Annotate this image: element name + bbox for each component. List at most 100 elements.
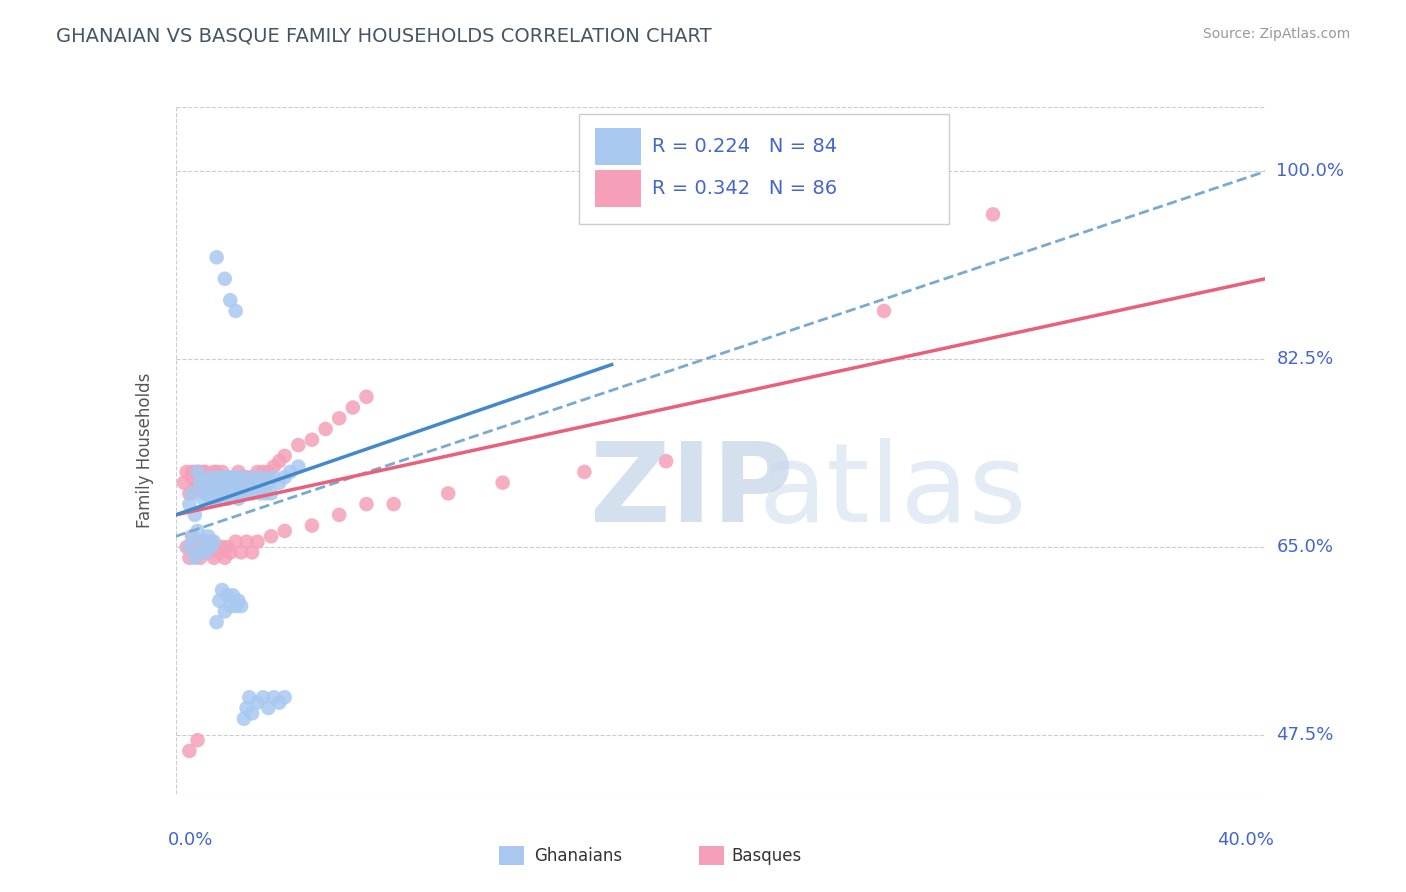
Point [186,524,209,538]
Point [197,470,219,484]
Point [231,475,253,490]
Point [179,497,201,511]
Point [228,470,250,484]
Point [260,486,283,500]
Point [260,529,283,543]
Point [205,540,228,554]
Point [246,465,269,479]
Point [200,475,222,490]
Point [235,701,257,715]
Point [211,491,233,506]
Point [208,475,231,490]
Point [269,454,291,468]
Point [202,486,225,500]
Point [225,534,247,549]
Text: 0.0%: 0.0% [167,831,212,849]
Point [235,470,257,484]
Point [186,465,209,479]
Point [225,304,247,318]
Text: R = 0.342   N = 86: R = 0.342 N = 86 [652,178,837,198]
Text: 100.0%: 100.0% [1277,162,1344,180]
Point [202,534,225,549]
Point [225,486,247,500]
Point [222,486,245,500]
Text: Ghanaians: Ghanaians [534,847,623,865]
Point [186,534,209,549]
Point [225,599,247,613]
Point [228,465,250,479]
Point [492,475,515,490]
Point [186,465,209,479]
Point [328,508,350,522]
Point [176,540,198,554]
Point [200,491,222,506]
Point [257,701,280,715]
Text: 47.5%: 47.5% [1277,726,1334,744]
Point [181,465,204,479]
Point [184,508,207,522]
Point [208,593,231,607]
Point [202,481,225,495]
Point [179,486,201,500]
Point [301,433,323,447]
Point [269,475,291,490]
Text: Basques: Basques [731,847,801,865]
Point [219,475,242,490]
Point [232,712,254,726]
Point [246,475,269,490]
Point [246,696,269,710]
Point [197,475,219,490]
Point [214,486,236,500]
Text: R = 0.224   N = 84: R = 0.224 N = 84 [652,137,837,156]
Point [252,465,274,479]
Point [191,491,214,506]
Point [188,465,211,479]
Point [200,475,222,490]
Point [238,475,260,490]
Point [181,529,204,543]
Point [205,481,228,495]
Point [176,465,198,479]
Point [197,529,219,543]
Point [254,486,277,500]
Point [243,470,266,484]
Point [222,470,245,484]
Point [211,481,233,495]
Point [186,475,209,490]
Point [315,422,337,436]
Point [191,540,214,554]
Point [274,470,297,484]
Point [200,540,222,554]
Point [222,470,245,484]
Point [263,459,285,474]
Point [188,550,211,565]
Point [235,486,257,500]
Point [214,604,236,618]
Point [211,582,233,597]
Text: 82.5%: 82.5% [1277,351,1333,368]
Point [655,454,678,468]
Point [228,491,250,506]
Point [217,588,239,602]
Point [194,534,217,549]
Point [240,486,263,500]
Point [202,465,225,479]
Point [217,491,239,506]
FancyBboxPatch shape [595,169,641,207]
Point [873,304,896,318]
Point [219,293,242,308]
Text: ZIP: ZIP [591,438,793,545]
Point [228,593,250,607]
Text: GHANAIAN VS BASQUE FAMILY HOUSEHOLDS CORRELATION CHART: GHANAIAN VS BASQUE FAMILY HOUSEHOLDS COR… [56,27,711,45]
FancyBboxPatch shape [579,114,949,224]
Point [274,690,297,705]
Point [181,470,204,484]
Point [252,690,274,705]
Point [219,545,242,559]
Point [574,465,596,479]
Point [179,744,201,758]
Point [184,465,207,479]
Point [238,475,260,490]
Point [240,706,263,721]
Point [200,534,222,549]
